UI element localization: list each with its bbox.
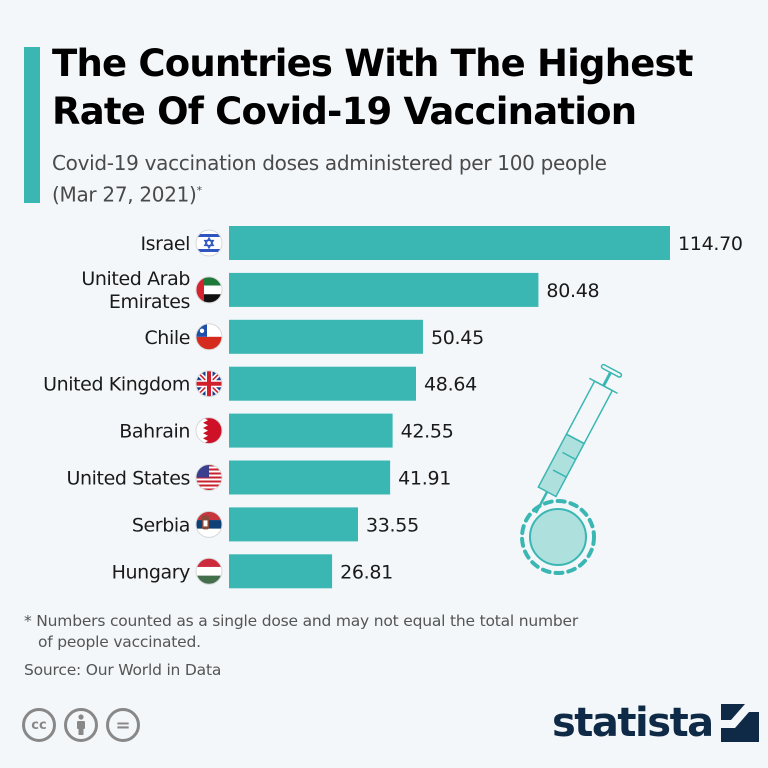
uae-flag-icon — [195, 276, 223, 304]
bar-row: 26.81 Hungary — [112, 554, 393, 589]
value-label: 50.45 — [431, 327, 484, 349]
accent-bar — [24, 47, 40, 203]
statista-logo[interactable]: statista — [552, 700, 759, 746]
uk-flag-icon — [195, 370, 223, 398]
footnote-line-1: * Numbers counted as a single dose and m… — [24, 612, 579, 630]
syringe-icon — [534, 363, 623, 514]
value-label: 41.91 — [398, 468, 451, 490]
bar — [229, 272, 539, 307]
category-label: Hungary — [112, 561, 190, 583]
chart-title: The Countries With The Highest Rate Of C… — [52, 40, 762, 136]
bar-row: 42.55 Bahrain — [119, 413, 454, 448]
subtitle-line-1: Covid-19 vaccination doses administered … — [52, 151, 607, 175]
category-label: United States — [67, 468, 190, 490]
title-line-2: Rate Of Covid-19 Vaccination — [52, 90, 637, 133]
bar — [229, 319, 423, 354]
virus-spikes-icon — [520, 499, 596, 575]
license-icons: cc = — [22, 708, 140, 742]
israel-flag-icon — [195, 229, 223, 257]
us-flag-icon — [195, 464, 223, 491]
serbia-flag-icon — [195, 510, 223, 538]
bar-row: 114.70 Israel — [140, 226, 743, 260]
bar-row: 48.64 United Kingdom — [43, 366, 477, 401]
source-text: Source: Our World in Data — [24, 661, 222, 679]
bar-row: 33.55 Serbia — [132, 507, 419, 542]
statista-mark-icon — [720, 704, 759, 742]
person-icon — [77, 714, 85, 735]
value-label: 114.70 — [678, 233, 743, 255]
cc-label: cc — [31, 717, 47, 733]
footnote-line-2: of people vaccinated. — [38, 633, 201, 651]
value-label: 26.81 — [340, 561, 393, 583]
attribution-icon[interactable] — [64, 708, 98, 742]
category-label: Israel — [140, 233, 190, 255]
subtitle-date: (Mar 27, 2021) — [52, 182, 197, 207]
category-label: Serbia — [132, 514, 190, 536]
syringe-illustration — [520, 363, 623, 575]
bar-row: 41.91 United States — [67, 460, 451, 495]
nd-label: = — [115, 714, 131, 736]
subtitle-asterisk: * — [196, 184, 203, 197]
cc-icon[interactable]: cc — [22, 708, 56, 742]
subtitle-line-2: (Mar 27, 2021)* — [52, 177, 752, 209]
bar — [229, 554, 333, 589]
category-label: United Arab — [81, 268, 190, 290]
logo-text: statista — [552, 700, 714, 746]
chile-flag-icon — [195, 323, 223, 351]
bar — [229, 413, 393, 448]
virus-cell-icon — [529, 508, 587, 566]
bar-row: 50.45 Chile — [144, 319, 484, 354]
chart-subtitle: Covid-19 vaccination doses administered … — [52, 150, 752, 209]
value-label: 42.55 — [401, 421, 454, 443]
footnote: * Numbers counted as a single dose and m… — [24, 611, 724, 653]
title-line-1: The Countries With The Highest — [52, 42, 693, 85]
bar — [229, 460, 391, 495]
bar — [229, 366, 417, 401]
hungary-flag-icon — [195, 557, 223, 585]
category-label: United Kingdom — [43, 374, 190, 396]
value-label: 33.55 — [366, 514, 419, 536]
bar — [229, 226, 670, 260]
category-label: Chile — [144, 327, 190, 349]
no-derivatives-icon[interactable]: = — [106, 708, 140, 742]
category-label: Bahrain — [119, 421, 190, 443]
bar — [229, 507, 358, 542]
category-label: Emirates — [109, 291, 190, 313]
value-label: 80.48 — [546, 280, 599, 302]
value-label: 48.64 — [424, 374, 477, 396]
bahrain-flag-icon — [195, 417, 223, 445]
